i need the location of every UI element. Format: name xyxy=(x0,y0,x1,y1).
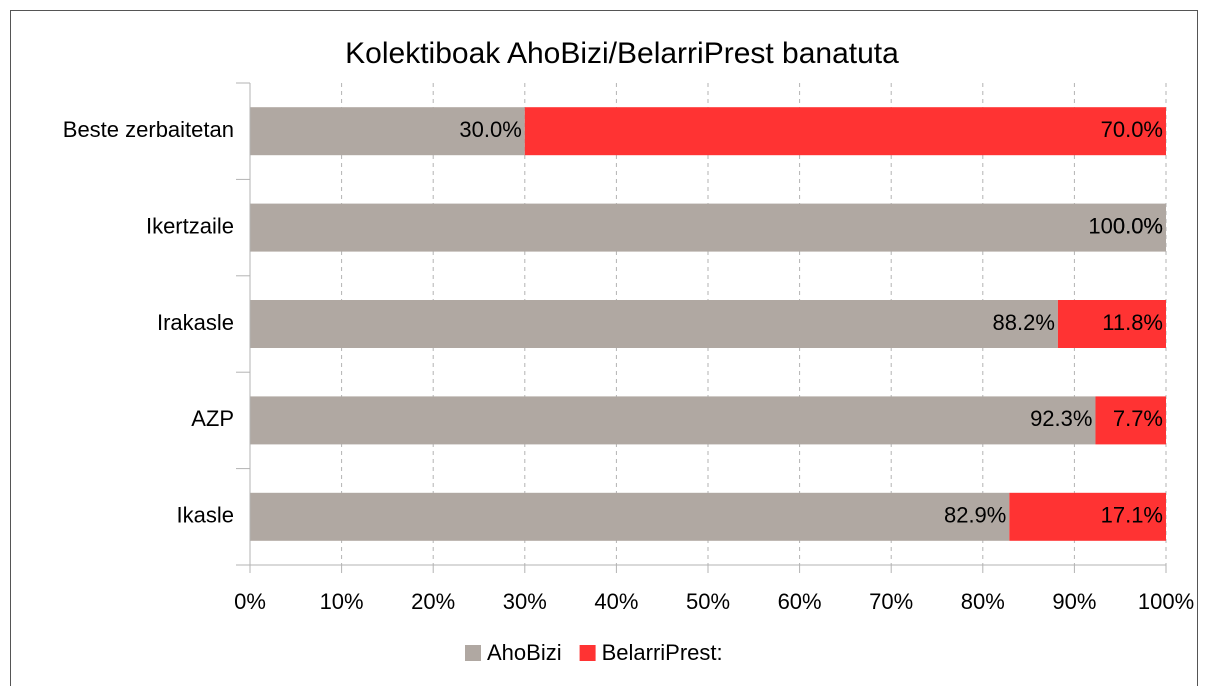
bar-segment xyxy=(250,492,1010,541)
value-label: 100.0% xyxy=(1088,213,1163,238)
y-tick-label: Beste zerbaitetan xyxy=(63,117,234,142)
legend-swatch xyxy=(579,645,596,661)
x-tick-label: 50% xyxy=(686,589,730,614)
value-label: 0.0% xyxy=(1113,213,1163,238)
chart-frame xyxy=(10,10,1198,686)
y-tick-label: Ikasle xyxy=(177,503,234,528)
bar-segment xyxy=(1009,492,1166,541)
chart-title: Kolektiboak AhoBizi/BelarriPrest banatut… xyxy=(345,37,899,70)
bar-segment xyxy=(250,300,1058,348)
x-tick-label: 70% xyxy=(869,589,913,614)
bar-segment xyxy=(250,107,525,156)
bar-segment xyxy=(524,107,1166,156)
x-tick-label: 60% xyxy=(778,589,822,614)
bar-segment xyxy=(1095,396,1166,445)
x-tick-label: 80% xyxy=(961,589,1005,614)
legend-swatch xyxy=(465,645,481,661)
value-label: 92.3% xyxy=(1030,406,1092,431)
x-tick-label: 10% xyxy=(320,589,364,614)
value-label: 7.7% xyxy=(1113,406,1163,431)
x-tick-label: 100% xyxy=(1138,589,1194,614)
legend-label: BelarriPrest: xyxy=(602,640,723,665)
value-label: 11.8% xyxy=(1102,310,1163,335)
bar-segment xyxy=(250,203,1166,252)
y-tick-label: Irakasle xyxy=(157,310,234,335)
x-tick-label: 30% xyxy=(503,589,547,614)
y-tick-label: AZP xyxy=(191,406,234,431)
value-label: 88.2% xyxy=(993,310,1055,335)
x-tick-label: 90% xyxy=(1052,589,1096,614)
x-tick-label: 20% xyxy=(411,589,455,614)
value-label: 70.0% xyxy=(1101,117,1163,142)
value-label: 17.1% xyxy=(1101,503,1163,528)
y-tick-label: Ikertzaile xyxy=(146,213,234,238)
value-label: 82.9% xyxy=(944,503,1006,528)
x-tick-label: 40% xyxy=(594,589,638,614)
bar-segment xyxy=(1057,300,1166,348)
x-tick-label: 0% xyxy=(234,589,266,614)
legend-label: AhoBizi xyxy=(487,640,562,665)
value-label: 30.0% xyxy=(459,117,521,142)
bar-segment xyxy=(250,396,1096,445)
